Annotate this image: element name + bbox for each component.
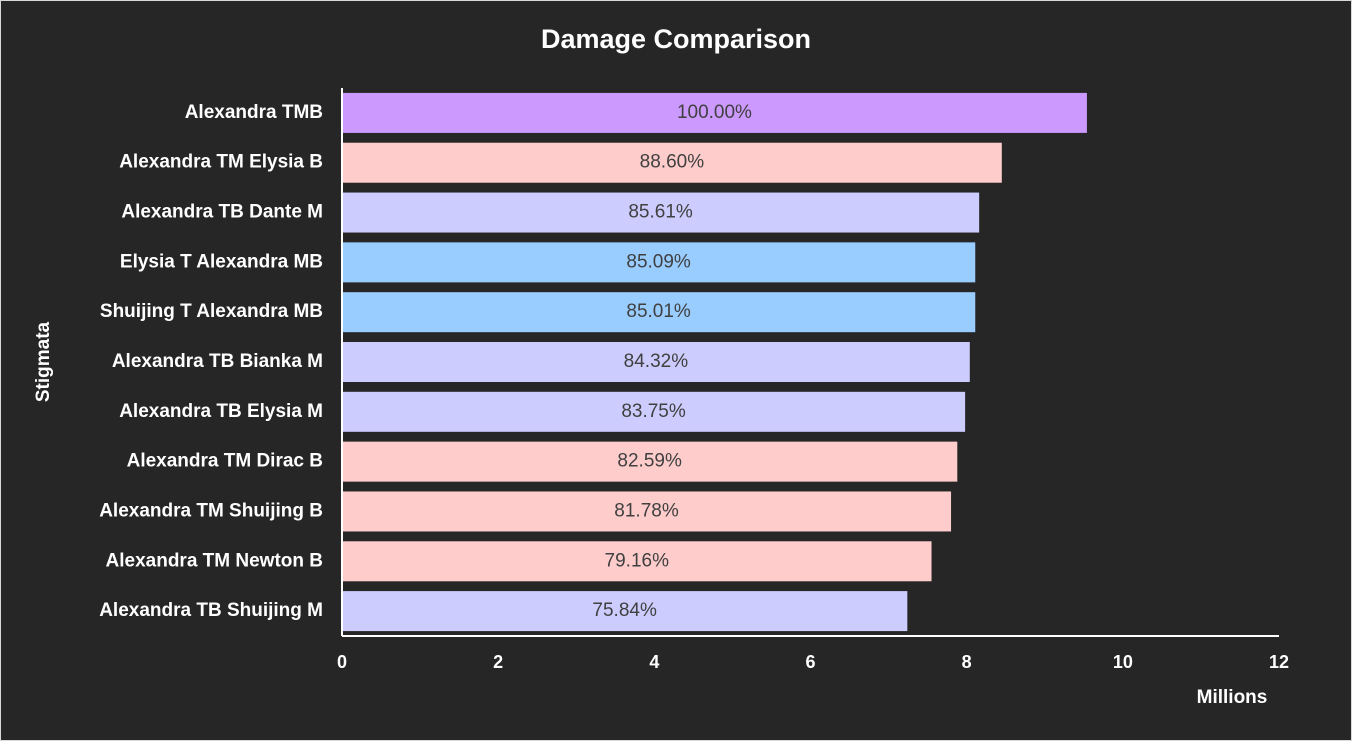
y-tick-label: Elysia T Alexandra MB [120, 251, 323, 272]
y-tick-label: Alexandra TM Newton B [106, 550, 323, 571]
bar [342, 441, 958, 482]
x-tick-label: 6 [805, 652, 815, 672]
bar [342, 292, 976, 333]
bar [342, 491, 952, 532]
x-axis-label: Millions [1197, 687, 1268, 708]
bar-label: 83.75% [621, 401, 686, 422]
x-tick-label: 2 [493, 652, 503, 672]
x-tick-label: 8 [962, 652, 972, 672]
bar-label: 79.16% [605, 550, 670, 571]
bar [342, 92, 1087, 133]
x-tick-label: 0 [337, 652, 347, 672]
y-tick-label: Alexandra TB Elysia M [119, 401, 323, 422]
x-tick-label: 4 [649, 652, 659, 672]
bar-label: 85.61% [628, 202, 693, 223]
y-tick-label: Alexandra TB Dante M [121, 202, 323, 223]
bar-label: 85.01% [626, 301, 691, 322]
bar-label: 75.84% [592, 600, 657, 621]
y-tick-label: Alexandra TB Bianka M [112, 351, 323, 372]
bar [342, 391, 966, 432]
y-tick-label: Alexandra TB Shuijing M [99, 600, 323, 621]
bar [342, 591, 908, 632]
bar [342, 242, 976, 283]
bar-label: 84.32% [624, 351, 689, 372]
x-tick-label: 12 [1269, 652, 1289, 672]
bar-label: 88.60% [640, 152, 705, 173]
bar [342, 192, 980, 233]
bar [342, 541, 932, 582]
bar [342, 342, 970, 382]
y-tick-label: Alexandra TMB [185, 102, 323, 123]
chart-title: Damage Comparison [541, 24, 811, 54]
y-tick-label: Alexandra TM Shuijing B [99, 500, 323, 521]
bar-label: 85.09% [626, 251, 691, 272]
y-tick-label: Alexandra TM Dirac B [127, 451, 323, 472]
bar [342, 142, 1002, 183]
bar-label: 81.78% [614, 500, 679, 521]
x-tick-label: 10 [1113, 652, 1133, 672]
y-axis-label: Stigmata [33, 321, 54, 402]
y-tick-label: Shuijing T Alexandra MB [100, 301, 323, 322]
bar-label: 82.59% [617, 451, 682, 472]
y-tick-label: Alexandra TM Elysia B [119, 152, 323, 173]
bar-label: 100.00% [677, 102, 752, 123]
